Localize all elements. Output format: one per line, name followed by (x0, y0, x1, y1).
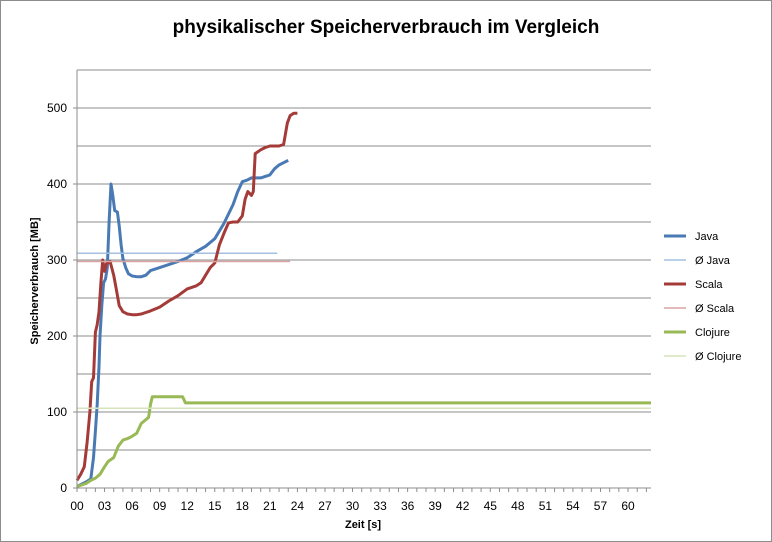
x-tick-label: 54 (566, 499, 580, 513)
x-tick-label: 42 (456, 499, 470, 513)
x-tick-label: 00 (70, 499, 84, 513)
axes (73, 70, 651, 492)
x-tick-label: 60 (621, 499, 635, 513)
y-tick-label: 100 (47, 405, 67, 419)
x-tick-label: 30 (346, 499, 360, 513)
x-tick-label: 51 (539, 499, 553, 513)
legend-label-4: Clojure (695, 327, 730, 339)
x-tick-label: 48 (511, 499, 525, 513)
gridlines (77, 69, 651, 451)
y-tick-label: 500 (47, 101, 67, 115)
x-tick-label: 12 (181, 499, 195, 513)
tick-labels: 0 100 200 300 400 500 00 03 06 09 12 15 18 21 24 27 30 33… (47, 101, 635, 513)
x-tick-label: 06 (125, 499, 139, 513)
series-line-0 (76, 159, 289, 488)
x-tick-label: 15 (208, 499, 222, 513)
x-tick-label: 21 (263, 499, 277, 513)
y-tick-label: 300 (47, 253, 67, 267)
x-tick-label: 36 (401, 499, 415, 513)
chart-title: physikalischer Speicherverbrauch im Verg… (173, 17, 600, 38)
legend-label-0: Java (695, 231, 719, 243)
x-tick-label: 03 (98, 499, 112, 513)
legend-label-3: Ø Scala (695, 303, 735, 315)
x-tick-label: 09 (153, 499, 167, 513)
x-axis-label: Zeit [s] (345, 519, 381, 531)
series-line-2 (75, 111, 298, 482)
series-line-4 (76, 395, 651, 488)
legend-label-2: Scala (695, 279, 723, 291)
y-tick-label: 400 (47, 177, 67, 191)
x-tick-label: 24 (291, 499, 305, 513)
y-tick-label: 200 (47, 329, 67, 343)
x-tick-label: 33 (373, 499, 387, 513)
legend-label-1: Ø Java (695, 255, 731, 267)
x-tick-label: 27 (318, 499, 332, 513)
x-tick-label: 18 (236, 499, 250, 513)
y-tick-label: 0 (60, 481, 67, 495)
series-lines (75, 111, 651, 488)
x-tick-label: 57 (594, 499, 608, 513)
x-tick-label: 45 (484, 499, 498, 513)
legend-label-5: Ø Clojure (695, 351, 741, 363)
legend: Java Ø Java Scala Ø Scala Clojure Ø Clojure (664, 231, 741, 363)
y-axis-label: Speicherverbrauch [MB] (29, 217, 41, 344)
x-tick-label: 39 (428, 499, 442, 513)
